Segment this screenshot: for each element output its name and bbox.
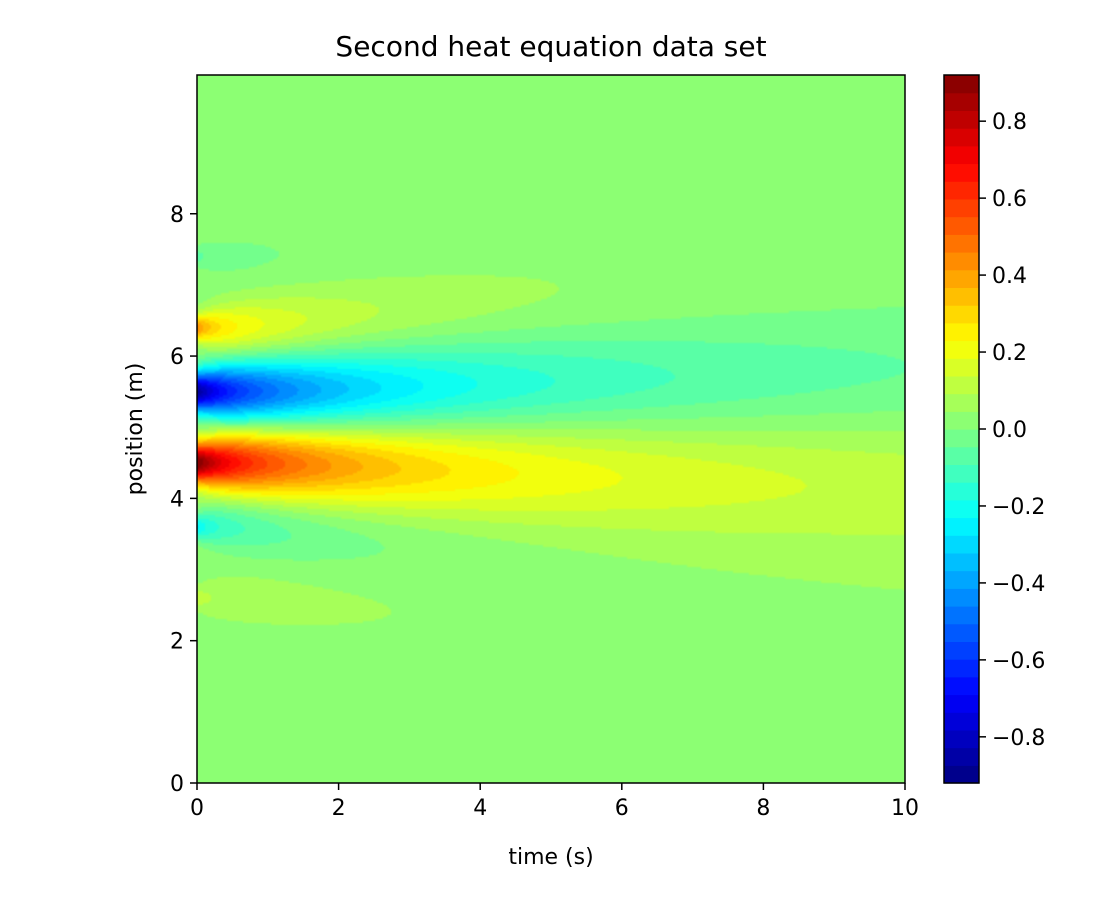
colorbar-band bbox=[944, 499, 979, 519]
x-tick-label: 0 bbox=[190, 796, 204, 821]
colorbar-band bbox=[944, 429, 979, 448]
colorbar-band bbox=[944, 676, 979, 696]
y-axis-label: position (m) bbox=[123, 363, 148, 496]
colorbar-band bbox=[944, 216, 979, 235]
colorbar-band bbox=[944, 287, 979, 306]
colorbar-band bbox=[944, 305, 979, 324]
y-tick-label: 0 bbox=[170, 772, 184, 797]
colorbar-band bbox=[944, 641, 979, 660]
colorbar-tick-label: 0.4 bbox=[992, 264, 1027, 289]
colorbar-tick-label: −0.2 bbox=[992, 495, 1045, 520]
colorbar-tick-label: 0.2 bbox=[992, 341, 1027, 366]
x-tick-label: 2 bbox=[332, 796, 346, 821]
colorbar-band bbox=[944, 446, 979, 465]
colorbar-tick-label: 0.8 bbox=[992, 110, 1027, 135]
colorbar-band bbox=[944, 340, 979, 359]
x-tick-label: 8 bbox=[756, 796, 770, 821]
colorbar-band bbox=[944, 322, 979, 342]
colorbar-band bbox=[944, 163, 979, 182]
colorbar-band bbox=[944, 252, 979, 271]
colorbar-tick-label: 0.6 bbox=[992, 187, 1027, 212]
colorbar-band bbox=[944, 535, 979, 554]
y-tick-label: 6 bbox=[170, 345, 184, 370]
colorbar-band bbox=[944, 570, 979, 589]
colorbar-tick-label: −0.8 bbox=[992, 726, 1045, 751]
colorbar-band bbox=[944, 694, 979, 713]
colorbar-band bbox=[944, 606, 979, 625]
colorbar-band bbox=[944, 393, 979, 412]
colorbar-band bbox=[944, 464, 979, 483]
colorbar-band bbox=[944, 765, 979, 784]
colorbar-band bbox=[944, 75, 979, 94]
colorbar-band bbox=[944, 110, 979, 129]
colorbar-band bbox=[944, 92, 979, 111]
colorbar-band bbox=[944, 198, 979, 218]
colorbar-band bbox=[944, 145, 979, 165]
colorbar-tick-label: −0.6 bbox=[992, 649, 1045, 674]
colorbar-band bbox=[944, 375, 979, 395]
y-tick-label: 2 bbox=[170, 630, 184, 655]
x-tick-label: 6 bbox=[615, 796, 629, 821]
colorbar-band bbox=[944, 411, 979, 430]
colorbar-band bbox=[944, 729, 979, 749]
x-axis-label: time (s) bbox=[508, 845, 593, 870]
colorbar-band bbox=[944, 588, 979, 607]
plot-frame bbox=[196, 74, 906, 784]
colorbar-band bbox=[944, 747, 979, 766]
colorbar-band bbox=[944, 623, 979, 642]
colorbar-band bbox=[944, 659, 979, 678]
colorbar-band bbox=[944, 358, 979, 377]
colorbar-band bbox=[944, 517, 979, 536]
x-tick-label: 4 bbox=[473, 796, 487, 821]
y-tick-label: 8 bbox=[170, 203, 184, 228]
colorbar-tick-label: −0.4 bbox=[992, 572, 1045, 597]
colorbar-band bbox=[944, 128, 979, 147]
chart-title: Second heat equation data set bbox=[335, 30, 766, 63]
colorbar: −0.8 −0.6 −0.4 −0.2 0.0 0.2 0.4 0.6 0.8 bbox=[943, 74, 1045, 784]
colorbar-band bbox=[944, 712, 979, 731]
colorbar-band bbox=[944, 181, 979, 200]
y-tick-label: 4 bbox=[170, 487, 184, 512]
colorbar-band bbox=[944, 269, 979, 288]
colorbar-tick-label: 0.0 bbox=[992, 418, 1027, 443]
colorbar-band bbox=[944, 234, 979, 253]
x-tick-label: 10 bbox=[891, 796, 919, 821]
colorbar-band bbox=[944, 552, 979, 572]
heatmap-field bbox=[197, 75, 905, 783]
x-axis: 0 2 4 6 8 10 bbox=[190, 783, 919, 821]
y-axis: 0 2 4 6 8 bbox=[170, 203, 197, 797]
colorbar-band bbox=[944, 482, 979, 501]
